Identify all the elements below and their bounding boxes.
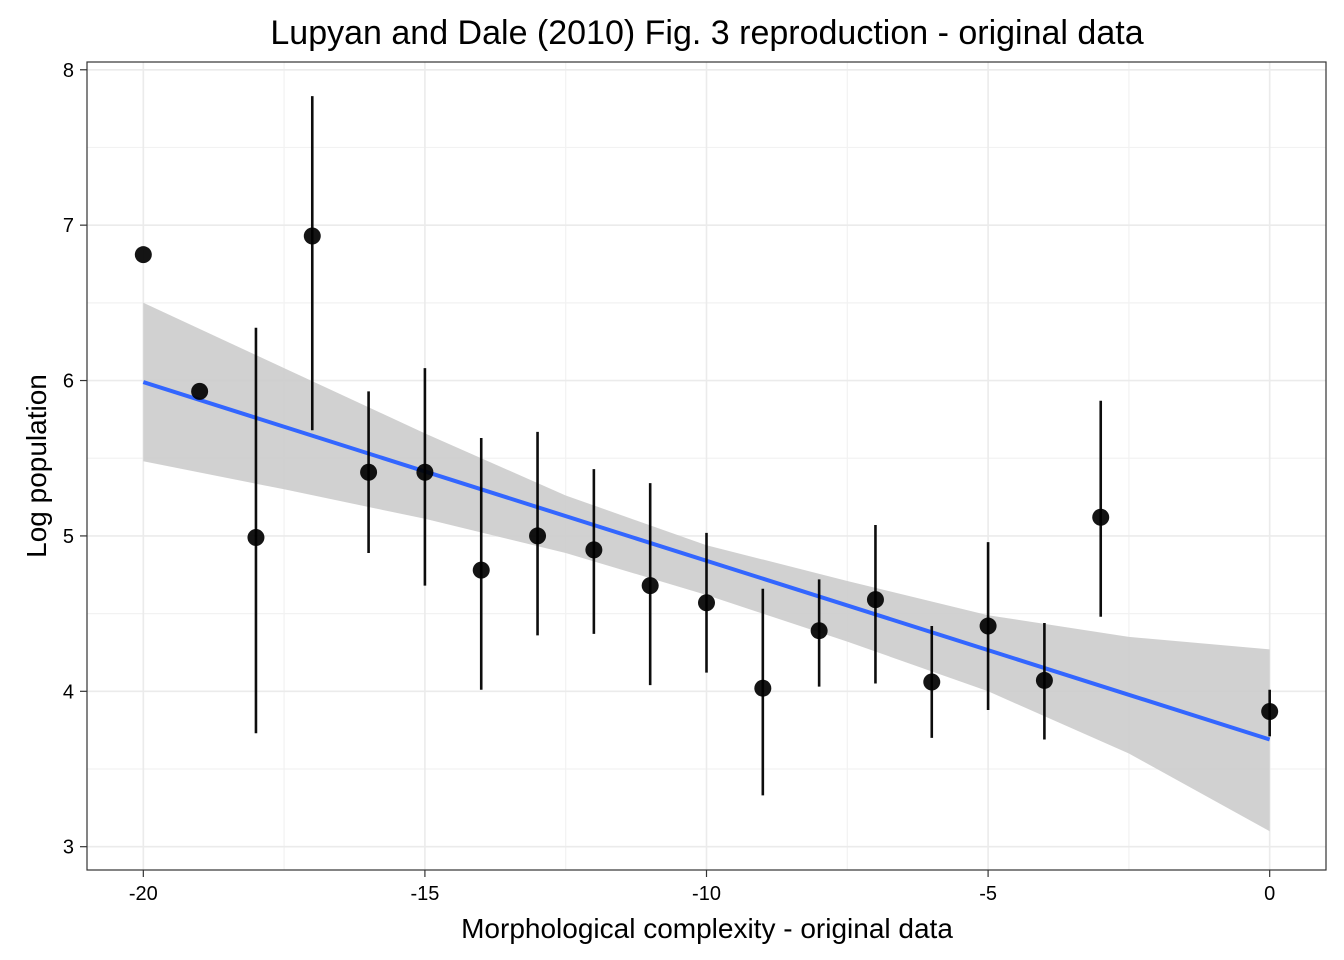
data-point <box>923 673 941 691</box>
data-point <box>472 561 490 579</box>
data-point <box>303 227 321 245</box>
data-point <box>1261 703 1279 721</box>
x-tick-label: -10 <box>692 883 721 905</box>
data-point <box>1092 508 1110 526</box>
x-tick-label: -20 <box>129 883 158 905</box>
data-point <box>641 577 659 595</box>
x-axis-title: Morphological complexity - original data <box>461 913 953 944</box>
x-tick-label: -15 <box>410 883 439 905</box>
data-point <box>134 246 152 264</box>
data-point <box>247 528 265 546</box>
chart-title: Lupyan and Dale (2010) Fig. 3 reproducti… <box>270 14 1143 52</box>
data-point <box>416 463 434 481</box>
x-tick-label: -5 <box>979 883 997 905</box>
data-point <box>529 527 547 545</box>
y-axis-title: Log population <box>21 374 52 558</box>
data-point <box>360 463 378 481</box>
data-point <box>1035 671 1053 689</box>
y-tick-label: 7 <box>63 215 74 237</box>
y-tick-label: 3 <box>63 837 74 859</box>
data-point <box>585 541 603 559</box>
x-tick-label: 0 <box>1264 883 1275 905</box>
y-tick-label: 4 <box>63 681 74 703</box>
y-tick-label: 8 <box>63 60 74 82</box>
data-point <box>191 382 209 400</box>
x-axis: -20 -15 -10 -5 0 <box>129 870 1275 905</box>
point-layer <box>134 227 1279 721</box>
y-axis: 3 4 5 6 7 8 <box>63 60 87 859</box>
data-point <box>866 591 884 609</box>
y-tick-label: 5 <box>63 526 74 548</box>
data-point <box>979 617 997 635</box>
data-point <box>698 594 715 612</box>
data-point <box>754 679 772 697</box>
data-point <box>810 622 828 640</box>
y-tick-label: 6 <box>63 371 74 393</box>
